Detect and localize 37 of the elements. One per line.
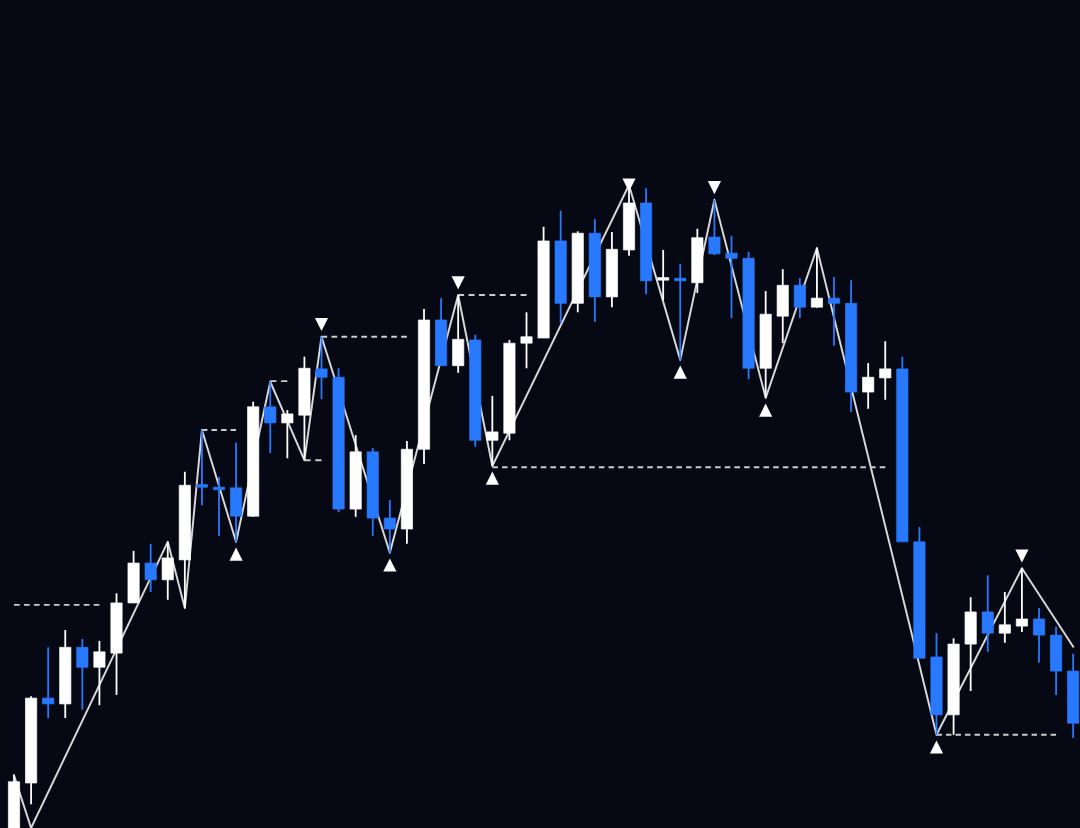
point	[759, 403, 773, 417]
candlestick	[862, 362, 875, 410]
candlestick	[93, 639, 106, 707]
candlestick	[708, 198, 721, 256]
candlestick	[1015, 567, 1028, 633]
point	[383, 558, 397, 572]
candlestick	[810, 247, 823, 309]
candlestick	[42, 646, 55, 719]
candlestick	[486, 394, 499, 467]
candlestick	[725, 234, 738, 320]
candlestick	[674, 263, 687, 361]
candlestick	[315, 335, 328, 401]
candlestick	[161, 540, 174, 601]
point	[229, 547, 243, 561]
candlestick	[144, 542, 157, 593]
candlestick	[998, 591, 1011, 644]
point	[707, 180, 722, 195]
point	[314, 317, 329, 332]
candlestick	[195, 429, 208, 507]
point	[451, 276, 465, 290]
candlestick	[520, 311, 533, 370]
candlestick	[264, 380, 277, 455]
candlestick	[213, 476, 225, 537]
candlestick	[879, 340, 892, 401]
candlestick	[981, 574, 994, 653]
candlestick	[793, 277, 806, 320]
point	[622, 178, 636, 192]
candlestick	[76, 638, 89, 711]
candlestick	[657, 249, 670, 302]
point	[485, 471, 499, 485]
point	[673, 365, 687, 379]
candlestick	[828, 276, 840, 347]
candlestick	[1033, 607, 1045, 664]
point	[929, 740, 944, 754]
point	[1015, 549, 1029, 563]
candlestick	[383, 499, 396, 554]
candlestick	[281, 409, 294, 460]
